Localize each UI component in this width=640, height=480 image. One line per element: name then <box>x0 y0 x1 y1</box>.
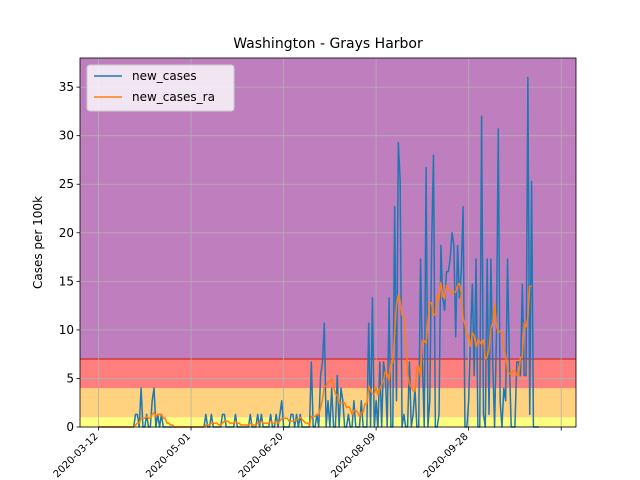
legend-label-new_cases_ra: new_cases_ra <box>132 90 215 104</box>
x-tick-label: 2020-08-09 <box>329 431 378 480</box>
x-axis-ticks: 2020-03-12 2020-05-01 2020-06-20 2020-08-09… <box>52 427 562 480</box>
series-line-new_cases_ra <box>98 281 532 428</box>
x-tick-label: 2020-06-20 <box>237 431 286 480</box>
band-0 <box>80 417 576 427</box>
y-tick-label: 10 <box>59 323 74 337</box>
chart-title: Washington - Grays Harbor <box>233 36 423 52</box>
legend: new_cases new_cases_ra <box>86 64 235 112</box>
legend-label-new_cases: new_cases <box>132 69 197 83</box>
y-axis-label: Cases per 100k <box>31 196 45 289</box>
y-tick-label: 35 <box>59 80 74 94</box>
y-axis-ticks: 0 5 10 15 20 25 30 35 <box>59 80 80 434</box>
y-tick-label: 5 <box>66 371 74 385</box>
x-tick-label: 2020-09-28 <box>422 431 471 480</box>
y-tick-label: 30 <box>59 129 74 143</box>
background-bands <box>80 58 576 427</box>
y-tick-label: 0 <box>66 420 74 434</box>
x-tick-label: 2020-05-01 <box>144 431 193 480</box>
y-tick-label: 15 <box>59 274 74 288</box>
y-tick-label: 20 <box>59 226 74 240</box>
legend-box <box>86 64 235 112</box>
plot-frame <box>79 57 577 428</box>
y-tick-label: 25 <box>59 177 74 191</box>
x-tick-label: 2020-03-12 <box>52 431 101 480</box>
